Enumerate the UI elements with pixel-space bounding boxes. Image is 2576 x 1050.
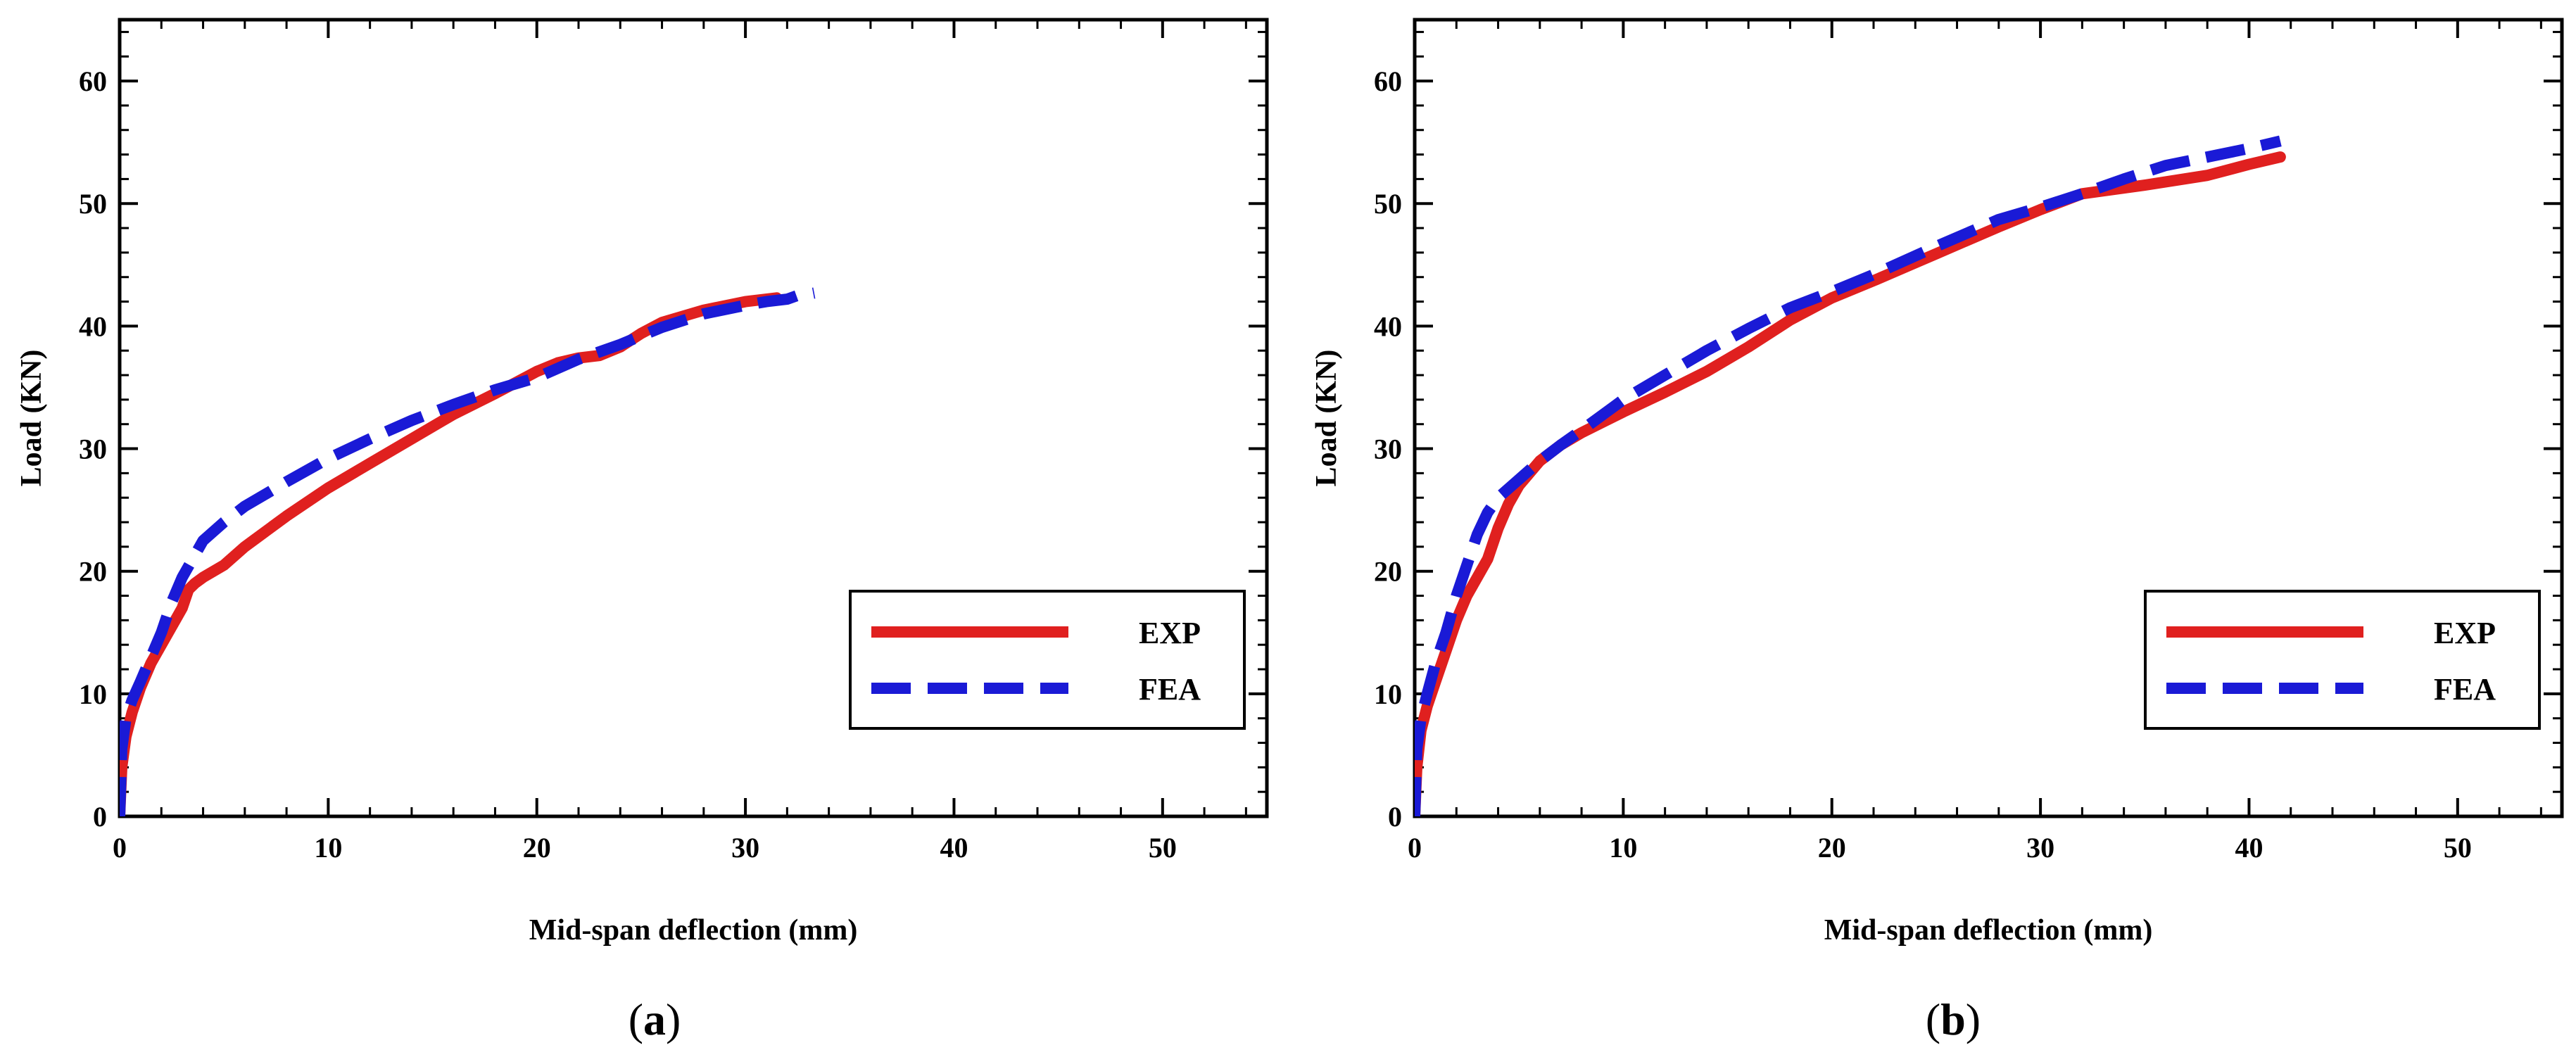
- series-line-exp: [120, 292, 783, 816]
- y-tick-label: 40: [79, 310, 107, 342]
- y-tick-label: 60: [1374, 65, 1402, 97]
- x-axis-title: Mid-span deflection (mm): [1824, 914, 2153, 947]
- caption-letter: b: [1940, 994, 1966, 1044]
- x-tick-label: 50: [1149, 832, 1177, 864]
- series-line-exp: [1415, 151, 2286, 816]
- plot-frame: [118, 18, 1269, 818]
- x-tick-label: 40: [940, 832, 968, 864]
- y-axis-title: Load (KN): [1311, 350, 1343, 487]
- caption-letter: a: [643, 994, 666, 1044]
- legend-label-fea: FEA: [1139, 672, 1201, 707]
- y-tick-label: 50: [79, 188, 107, 220]
- x-tick-label: 0: [113, 832, 127, 864]
- plot-frame: [1413, 18, 2564, 818]
- x-tick-label: 10: [314, 832, 342, 864]
- panel-caption: (a): [629, 994, 681, 1044]
- x-tick-label: 10: [1609, 832, 1637, 864]
- x-tick-label: 20: [1818, 832, 1846, 864]
- y-tick-label: 30: [1374, 434, 1402, 465]
- legend-box: [2144, 590, 2541, 730]
- series-line-fea: [1415, 135, 2282, 816]
- x-axis-title: Mid-span deflection (mm): [529, 914, 858, 947]
- y-tick-label: 30: [79, 434, 107, 465]
- y-tick-label: 0: [93, 801, 107, 833]
- x-tick-label: 0: [1408, 832, 1422, 864]
- y-tick-label: 60: [79, 65, 107, 97]
- y-axis-title: Load (KN): [15, 350, 48, 487]
- series-line-fea: [120, 287, 816, 816]
- caption-open: (: [1926, 994, 1940, 1044]
- legend-label-exp: EXP: [1139, 616, 1201, 650]
- x-tick-label: 30: [2026, 832, 2054, 864]
- y-tick-label: 20: [79, 556, 107, 588]
- legend-label-exp: EXP: [2434, 616, 2496, 650]
- chart-panel-a: 0 10 20 30 40 50 0 10 20 30 40 50 60 Mid-span deflect…: [15, 18, 1269, 1044]
- y-tick-label: 50: [1374, 188, 1402, 220]
- x-tick-label: 30: [731, 832, 759, 864]
- y-tick-label: 20: [1374, 556, 1402, 588]
- x-tick-label: 20: [523, 832, 551, 864]
- x-tick-label: 50: [2444, 832, 2472, 864]
- y-tick-label: 10: [79, 678, 107, 710]
- caption-open: (: [629, 994, 643, 1044]
- panel-caption: (b): [1926, 994, 1981, 1044]
- y-tick-label: 10: [1374, 678, 1402, 710]
- legend-label-fea: FEA: [2434, 672, 2496, 707]
- caption-close: ): [666, 994, 681, 1044]
- y-tick-label: 40: [1374, 310, 1402, 342]
- x-tick-label: 40: [2235, 832, 2263, 864]
- y-tick-label: 0: [1388, 801, 1402, 833]
- chart-panel-b: 0 10 20 30 40 50 0 10 20 30 40 50 60 Mid-span deflect…: [1311, 18, 2564, 1044]
- legend-box: [849, 590, 1246, 730]
- caption-close: ): [1966, 994, 1981, 1044]
